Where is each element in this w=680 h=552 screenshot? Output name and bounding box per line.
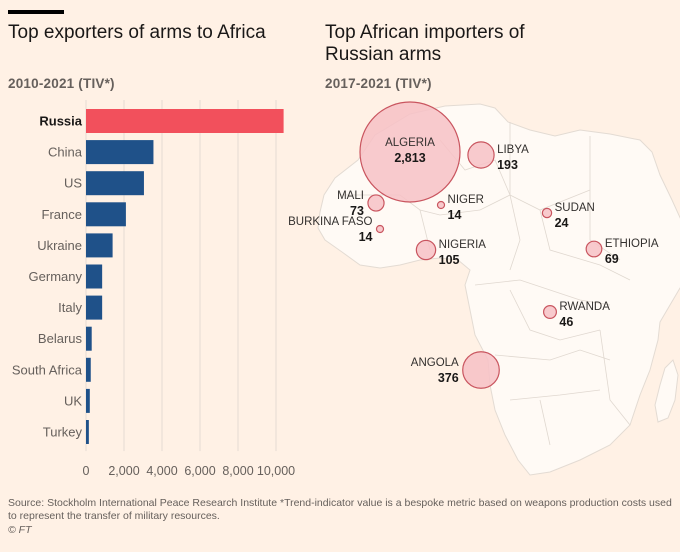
x-tick-label: 4,000 [146,464,177,478]
category-label: Germany [29,269,83,284]
bar-south-africa [86,357,91,382]
country-value-nigeria: 105 [439,253,460,267]
country-name-ethiopia: ETHIOPIA [605,238,659,250]
category-label: France [42,207,82,222]
bubble-nigeria [415,239,437,261]
x-tick-label: 2,000 [108,464,139,478]
x-tick-label: 6,000 [184,464,215,478]
left-chart-subtitle: 2010-2021 (TIV*) [8,76,115,91]
country-value-angola: 376 [438,371,459,385]
bar-us [86,171,144,196]
country-value-libya: 193 [497,158,518,172]
bar-italy [86,295,103,320]
country-name-nigeria: NIGERIA [439,239,487,251]
bar-ukraine [86,233,113,258]
right-chart-title: Top African importers of Russian arms [325,22,525,65]
country-value-rwanda: 46 [559,315,573,329]
country-name-rwanda: RWANDA [559,301,610,313]
x-tick-label: 0 [83,464,90,478]
category-label: Russia [39,114,82,129]
bubble-rwanda [543,305,557,319]
madagascar-outline [654,359,679,423]
bubble-libya [467,141,495,169]
country-value-sudan: 24 [555,216,569,230]
africa-map: ALGERIA 2,813 LIBYA 193 MALI 73 NIGER 14 SUDAN 24… [288,101,680,476]
country-name-libya: LIBYA [497,144,529,156]
bar-germany [86,264,103,289]
bubble-layer: ALGERIA 2,813 LIBYA 193 MALI 73 NIGER 14 SUDAN 24… [288,101,659,389]
bar-france [86,202,126,227]
category-label: Belarus [38,331,83,346]
bar-russia [86,109,284,133]
country-value-niger: 14 [448,208,462,222]
bubble-algeria [359,101,461,203]
title-rule [8,10,64,14]
left-chart-title: Top exporters of arms to Africa [8,22,266,43]
bar-belarus [86,326,92,351]
country-name-burkina-faso: BURKINA FASO [288,216,372,228]
bubble-mali [367,194,385,212]
bubble-ethiopia [585,240,603,258]
x-tick-label: 8,000 [222,464,253,478]
right-chart-subtitle: 2017-2021 (TIV*) [325,76,432,91]
category-label: US [64,176,82,191]
category-label: Turkey [43,425,83,440]
category-label: South Africa [12,362,83,377]
x-tick-label: 10,000 [257,464,295,478]
country-value-burkina-faso: 14 [359,230,373,244]
bubble-angola [462,351,500,389]
country-name-niger: NIGER [448,194,484,206]
country-name-mali: MALI [337,190,364,202]
copyright: © FT [8,524,32,536]
category-label: China [48,145,83,160]
bar-turkey [86,420,89,444]
country-name-sudan: SUDAN [555,202,595,214]
country-name-angola: ANGOLA [411,357,459,369]
bubble-burkina-faso [375,224,385,234]
country-value-mali: 73 [350,204,364,218]
category-label: UK [64,393,82,408]
bubble-sudan [541,207,553,219]
country-name-algeria: ALGERIA [385,137,435,149]
bar-china [86,140,154,165]
bar-chart: 0 2,000 4,000 6,000 8,000 10,000 Russia China US… [12,100,295,478]
country-value-algeria: 2,813 [394,151,425,165]
category-label: Italy [58,300,82,315]
bubble-niger [436,200,446,210]
category-label: Ukraine [37,238,82,253]
source-note: Source: Stockholm International Peace Re… [8,497,672,522]
country-value-ethiopia: 69 [605,252,619,266]
bar-uk [86,388,90,413]
